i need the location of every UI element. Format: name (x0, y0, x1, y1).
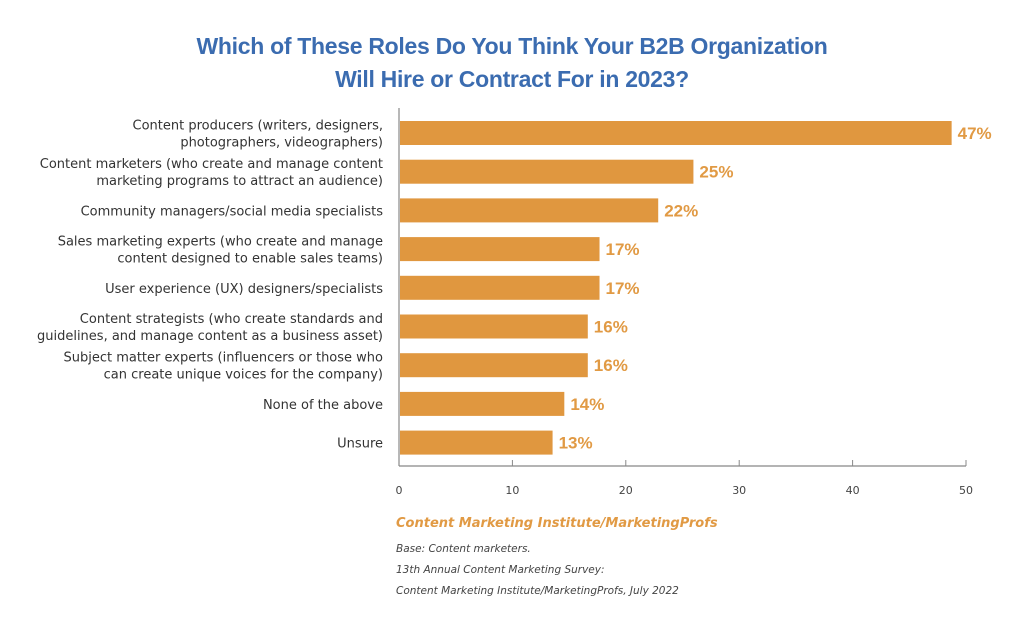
chart-footer: Content Marketing Institute/MarketingPro… (396, 516, 718, 602)
chart-title-line-2: Will Hire or Contract For in 2023? (335, 66, 689, 92)
value-label: 47% (958, 124, 992, 143)
category-label: Content strategists (who create standard… (80, 312, 383, 327)
bars-group (400, 121, 952, 455)
value-label: 16% (594, 356, 628, 375)
value-label: 17% (606, 279, 640, 298)
category-label: Unsure (337, 437, 383, 452)
category-label: photographers, videographers) (180, 136, 383, 151)
bar (400, 121, 952, 145)
bar (400, 275, 600, 300)
category-label: guidelines, and manage content as a busi… (37, 329, 383, 344)
x-tick-label: 40 (846, 484, 860, 497)
source-title: Content Marketing Institute/MarketingPro… (396, 516, 718, 531)
value-label: 22% (664, 201, 698, 220)
bar (400, 353, 588, 378)
bar (400, 314, 588, 339)
category-labels-group: Content producers (writers, designers, ph… (37, 119, 383, 452)
bar (400, 237, 600, 262)
category-label: Content producers (writers, designers, (133, 119, 384, 134)
bar (400, 198, 659, 223)
value-label: 13% (559, 434, 593, 453)
category-label: Sales marketing experts (who create and … (58, 235, 383, 250)
category-label: Community managers/social media speciali… (81, 204, 384, 219)
category-label: content designed to enable sales teams) (117, 252, 383, 267)
value-label: 14% (570, 395, 604, 414)
category-label: can create unique voices for the company… (104, 368, 383, 383)
value-label: 25% (699, 163, 733, 182)
x-tick-label: 10 (505, 484, 519, 497)
chart-title-line-1: Which of These Roles Do You Think Your B… (196, 33, 828, 59)
category-label: marketing programs to attract an audienc… (96, 174, 383, 189)
x-tick-label: 30 (732, 484, 746, 497)
survey-note-line-1: 13th Annual Content Marketing Survey: (396, 564, 605, 576)
category-label: Subject matter experts (influencers or t… (63, 351, 383, 366)
value-label: 16% (594, 318, 628, 337)
chart-title: Which of These Roles Do You Think Your B… (0, 30, 1024, 96)
bar (400, 430, 553, 455)
value-labels-group: 47% 25%22% 17% 17% 16% 16% 14% 13% (559, 124, 992, 453)
x-tick-label: 20 (619, 484, 633, 497)
bar (400, 391, 565, 416)
value-label: 17% (606, 240, 640, 259)
base-note: Base: Content marketers. (396, 543, 531, 555)
bar (400, 159, 694, 184)
category-label: None of the above (263, 398, 383, 413)
category-label: Content marketers (who create and manage… (40, 157, 383, 172)
x-tick-label: 0 (396, 484, 403, 497)
x-tick-label: 50 (959, 484, 973, 497)
survey-note-line-2: Content Marketing Institute/MarketingPro… (396, 585, 679, 597)
x-axis: 0 10 20 30 40 50 (396, 108, 973, 497)
category-label: User experience (UX) designers/specialis… (105, 282, 383, 297)
